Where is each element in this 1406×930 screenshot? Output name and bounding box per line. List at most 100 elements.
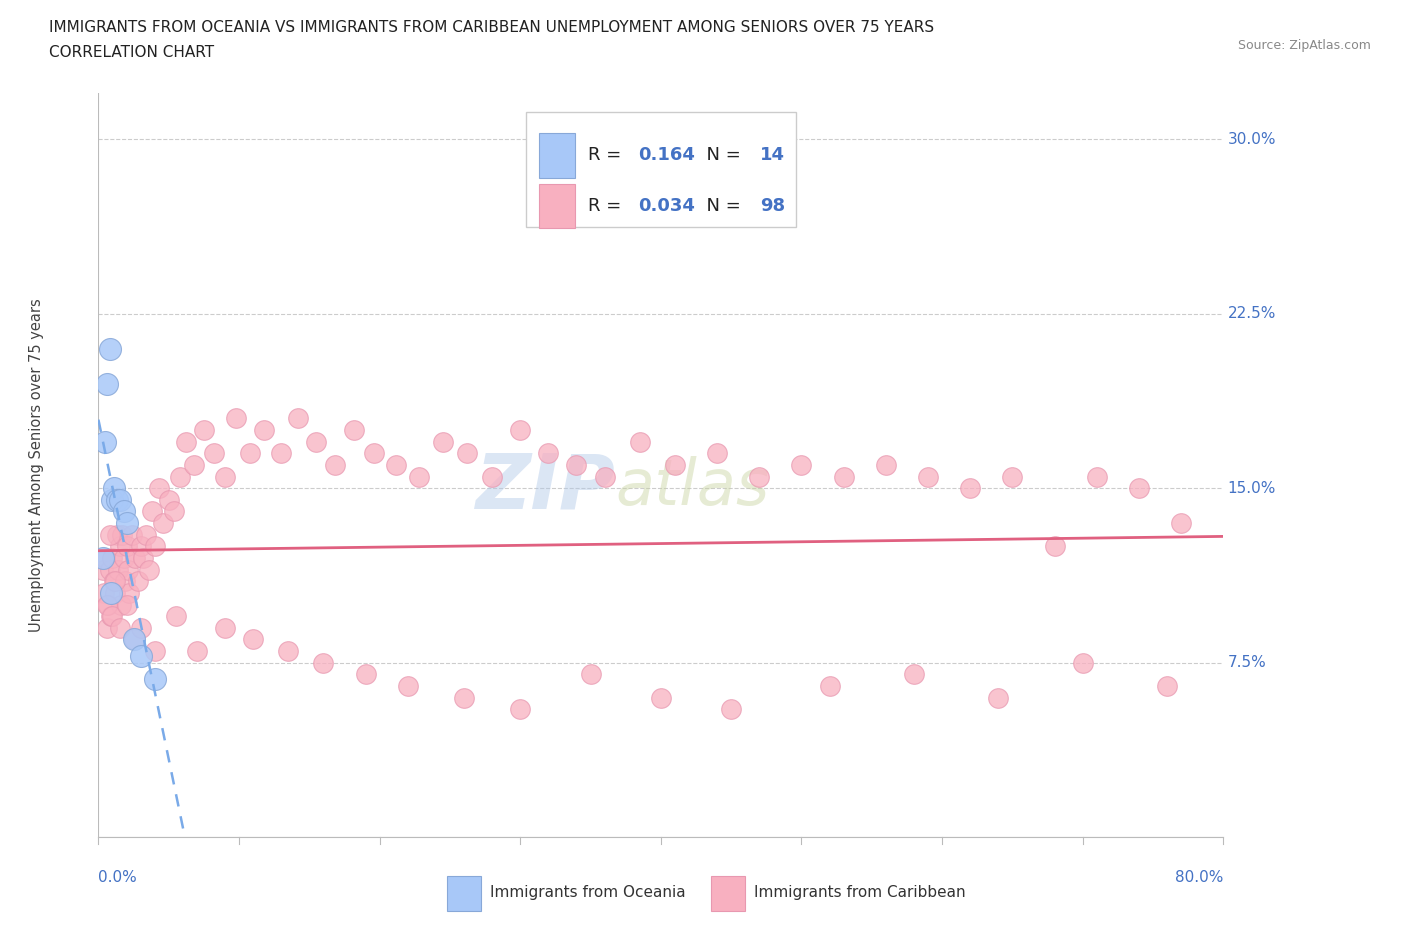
Point bbox=[253, 422, 276, 438]
Point bbox=[174, 434, 197, 449]
Point bbox=[100, 586, 122, 601]
Point bbox=[129, 648, 152, 663]
Text: R =: R = bbox=[588, 146, 627, 165]
FancyBboxPatch shape bbox=[540, 133, 575, 178]
Text: 14: 14 bbox=[759, 146, 785, 165]
Point bbox=[385, 458, 408, 472]
Point bbox=[108, 539, 131, 554]
Point bbox=[565, 458, 588, 472]
Point bbox=[97, 597, 120, 612]
Point bbox=[122, 632, 145, 647]
Text: 0.164: 0.164 bbox=[638, 146, 695, 165]
Text: 0.0%: 0.0% bbox=[98, 870, 138, 885]
Point bbox=[509, 702, 531, 717]
FancyBboxPatch shape bbox=[540, 184, 575, 229]
Point bbox=[628, 434, 651, 449]
Point bbox=[270, 445, 292, 460]
Point bbox=[650, 690, 672, 705]
Point bbox=[121, 527, 143, 542]
Point bbox=[103, 481, 125, 496]
Point bbox=[115, 515, 138, 530]
Text: Immigrants from Caribbean: Immigrants from Caribbean bbox=[754, 885, 966, 900]
Point bbox=[408, 469, 430, 484]
Point bbox=[143, 539, 166, 554]
Point bbox=[1085, 469, 1108, 484]
Point bbox=[239, 445, 262, 460]
Point bbox=[537, 445, 560, 460]
FancyBboxPatch shape bbox=[711, 876, 745, 911]
Point bbox=[108, 493, 131, 508]
Point bbox=[1128, 481, 1150, 496]
Point bbox=[165, 609, 187, 624]
Point bbox=[706, 445, 728, 460]
Point bbox=[101, 551, 124, 565]
Point bbox=[107, 562, 129, 577]
Point bbox=[818, 679, 841, 694]
Point bbox=[903, 667, 925, 682]
Point bbox=[100, 609, 122, 624]
Point bbox=[141, 504, 163, 519]
Point bbox=[579, 667, 602, 682]
Point bbox=[112, 504, 135, 519]
FancyBboxPatch shape bbox=[447, 876, 481, 911]
Text: Source: ZipAtlas.com: Source: ZipAtlas.com bbox=[1237, 39, 1371, 52]
Text: N =: N = bbox=[695, 146, 747, 165]
Point bbox=[748, 469, 770, 484]
Point bbox=[110, 597, 132, 612]
Point bbox=[98, 341, 121, 356]
Point bbox=[117, 562, 139, 577]
Point bbox=[312, 656, 335, 671]
Point bbox=[163, 504, 186, 519]
Point bbox=[129, 539, 152, 554]
Point bbox=[214, 620, 236, 635]
Point bbox=[720, 702, 742, 717]
Point bbox=[103, 574, 125, 589]
Point bbox=[396, 679, 419, 694]
Point bbox=[157, 493, 180, 508]
Point bbox=[91, 551, 114, 565]
Point bbox=[148, 481, 170, 496]
Point bbox=[94, 551, 117, 565]
Point bbox=[1071, 656, 1094, 671]
Point bbox=[875, 458, 897, 472]
Point bbox=[111, 527, 134, 542]
Point bbox=[242, 632, 264, 647]
Point bbox=[129, 620, 152, 635]
Text: Immigrants from Oceania: Immigrants from Oceania bbox=[489, 885, 686, 900]
Point bbox=[98, 562, 121, 577]
Point bbox=[202, 445, 225, 460]
Point bbox=[143, 644, 166, 658]
Point bbox=[832, 469, 855, 484]
Point bbox=[305, 434, 328, 449]
Point bbox=[169, 469, 191, 484]
Text: 30.0%: 30.0% bbox=[1227, 132, 1275, 147]
Point bbox=[94, 434, 117, 449]
Point bbox=[1043, 539, 1066, 554]
Point bbox=[343, 422, 366, 438]
Point bbox=[363, 445, 385, 460]
Point bbox=[453, 690, 475, 705]
Point bbox=[96, 620, 118, 635]
Point bbox=[277, 644, 299, 658]
Point bbox=[593, 469, 616, 484]
Point bbox=[481, 469, 503, 484]
Point bbox=[225, 411, 247, 426]
Point bbox=[105, 527, 128, 542]
Point bbox=[183, 458, 205, 472]
Text: N =: N = bbox=[695, 197, 747, 215]
Point bbox=[1170, 515, 1192, 530]
Text: R =: R = bbox=[588, 197, 627, 215]
FancyBboxPatch shape bbox=[526, 112, 796, 227]
Point bbox=[323, 458, 346, 472]
Point bbox=[193, 422, 215, 438]
Point bbox=[124, 551, 146, 565]
Point bbox=[135, 527, 157, 542]
Text: CORRELATION CHART: CORRELATION CHART bbox=[49, 45, 214, 60]
Point bbox=[959, 481, 981, 496]
Text: 22.5%: 22.5% bbox=[1227, 306, 1275, 322]
Point bbox=[112, 551, 135, 565]
Point bbox=[104, 586, 127, 601]
Point bbox=[122, 632, 145, 647]
Text: atlas: atlas bbox=[616, 457, 770, 518]
Point bbox=[456, 445, 478, 460]
